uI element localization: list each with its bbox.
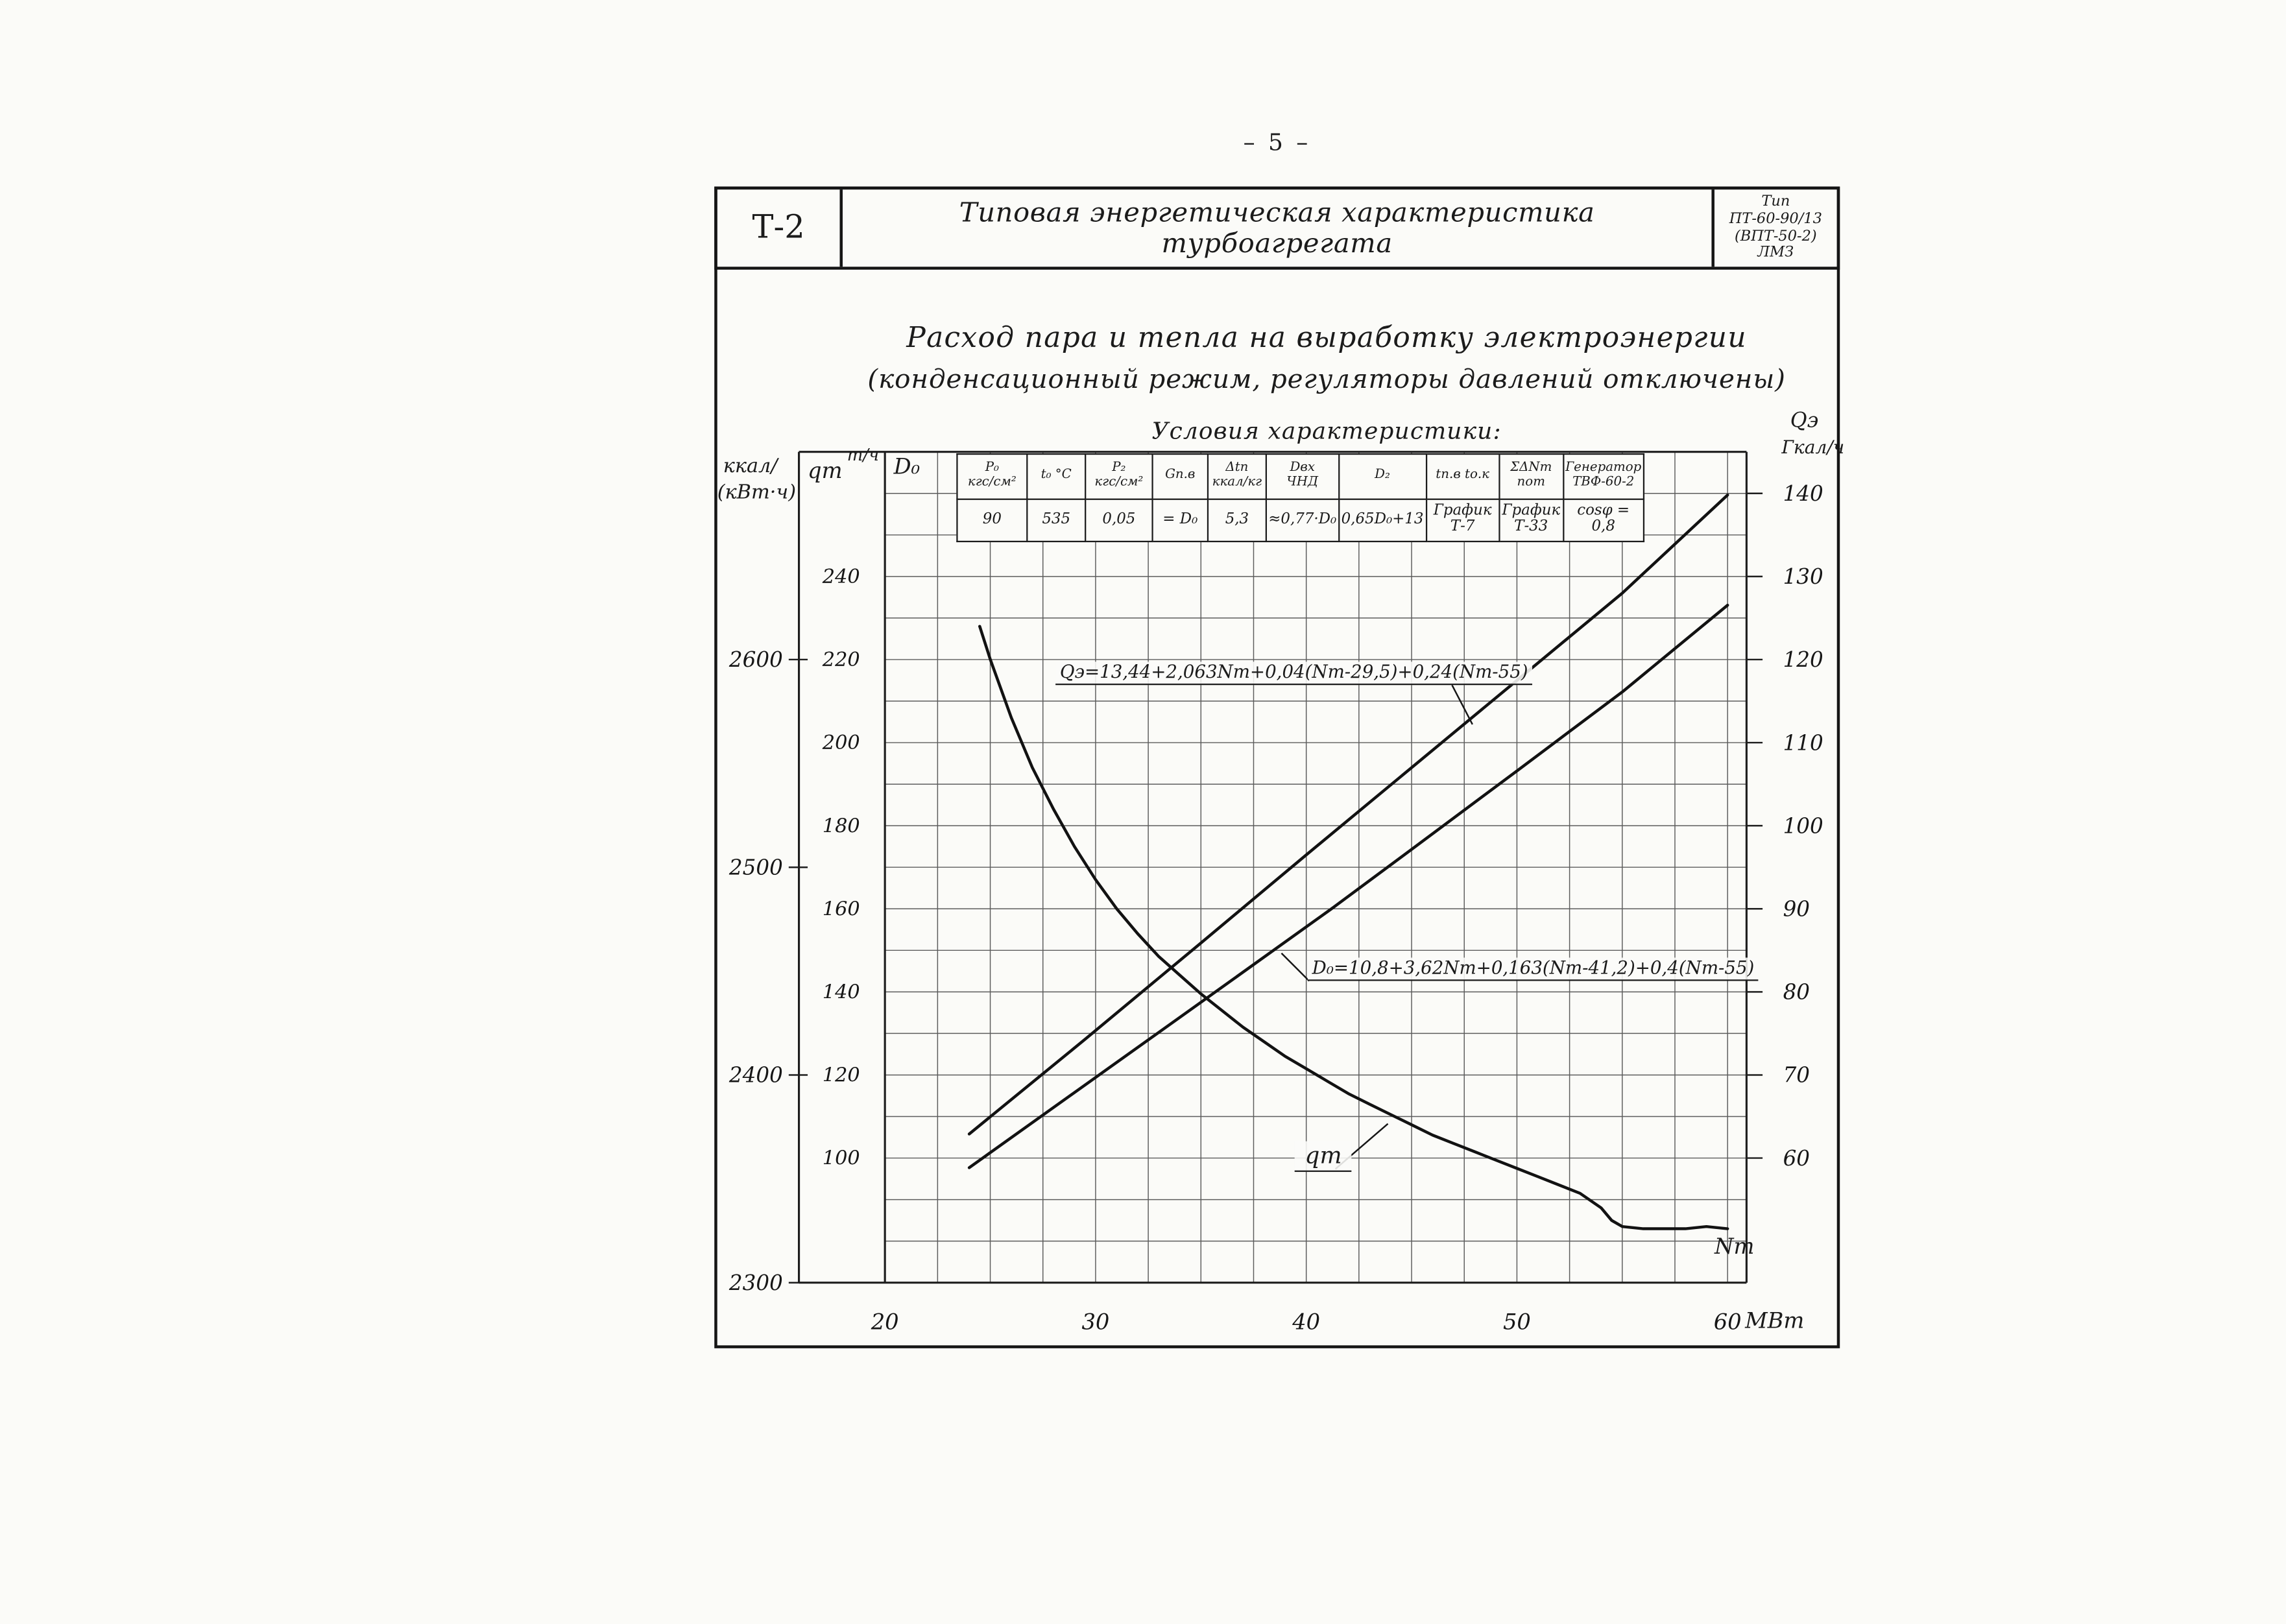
svg-text:110: 110 xyxy=(1783,730,1823,755)
svg-text:100: 100 xyxy=(823,1147,860,1170)
svg-text:20: 20 xyxy=(871,1309,899,1335)
cond-header: D₂ xyxy=(1338,453,1427,500)
svg-text:40: 40 xyxy=(1292,1309,1320,1335)
svg-text:50: 50 xyxy=(1503,1309,1531,1335)
svg-text:120: 120 xyxy=(1783,647,1823,672)
svg-text:180: 180 xyxy=(823,815,860,837)
title-block: Т-2 Типовая энергетическая характеристик… xyxy=(714,186,1840,270)
doc-title: Типовая энергетическая характеристика ту… xyxy=(959,197,1595,259)
svg-text:70: 70 xyxy=(1783,1063,1810,1088)
conditions-value-row: 90 535 0,05 = D₀ 5,3 ≈0,77·D₀ 0,65D₀+13 … xyxy=(956,498,1644,543)
page-number: – 5 – xyxy=(1243,128,1311,156)
cond-header: tп.в tо.к xyxy=(1425,453,1500,500)
svg-text:140: 140 xyxy=(823,981,860,1003)
subtitle-line-1: Расход пара и тепла на выработку электро… xyxy=(906,320,1747,355)
cond-header: P₀ кгс/см² xyxy=(956,453,1028,500)
type-line: ПТ-60-90/13 xyxy=(1729,211,1822,227)
cond-value: График Т-7 xyxy=(1425,498,1500,543)
svg-text:130: 130 xyxy=(1783,564,1823,589)
chart-subtitle: Расход пара и тепла на выработку электро… xyxy=(788,320,1866,395)
svg-text:80: 80 xyxy=(1783,980,1810,1005)
label-d0-equation: D₀=10,8+3,62Nт+0,163(Nт-41,2)+0,4(Nт-55) xyxy=(1307,957,1759,981)
axis-caption-nt: Nт xyxy=(1714,1233,1755,1260)
svg-text:2600: 2600 xyxy=(728,647,783,672)
subtitle-line-2: (конденсационный режим, регуляторы давле… xyxy=(867,364,1786,396)
svg-text:140: 140 xyxy=(1783,481,1823,506)
cond-value: 0,05 xyxy=(1085,498,1153,543)
leader-lines xyxy=(1281,684,1473,1170)
cond-header: Gп.в xyxy=(1151,453,1209,500)
cond-value: = D₀ xyxy=(1151,498,1209,543)
svg-text:240: 240 xyxy=(822,566,860,588)
cond-value: 0,65D₀+13 xyxy=(1338,498,1427,543)
cond-header: ΣΔNт пот xyxy=(1498,453,1564,500)
svg-text:60: 60 xyxy=(1714,1309,1742,1335)
svg-text:200: 200 xyxy=(822,732,860,754)
axis-caption-d0-column: D₀ xyxy=(893,453,920,480)
axis-tick-labels: 240 220 200 180 160 140 120 100 2600 2500 2400 2300… xyxy=(728,481,1823,1335)
curve-qт xyxy=(978,625,1729,1230)
conditions-table: P₀ кгс/см² t₀ °C P₂ кгс/см² Gп.в Δtп кка… xyxy=(956,453,1644,543)
axis-caption-heat-line2: (кВт·ч) xyxy=(717,481,797,505)
type-line: Тип xyxy=(1761,193,1790,210)
cond-value: 5,3 xyxy=(1207,498,1267,543)
cond-value: 535 xyxy=(1026,498,1087,543)
svg-text:100: 100 xyxy=(1783,813,1823,838)
conditions-header-row: P₀ кгс/см² t₀ °C P₂ кгс/см² Gп.в Δtп кка… xyxy=(956,453,1644,500)
cond-header: Dвх ЧНД xyxy=(1265,453,1340,500)
axis-caption-qt-unit: т/ч xyxy=(847,444,880,465)
svg-text:60: 60 xyxy=(1783,1146,1810,1171)
svg-text:30: 30 xyxy=(1081,1309,1109,1335)
cond-header: t₀ °C xyxy=(1026,453,1087,500)
type-line: (ВПТ-50-2) xyxy=(1734,228,1817,245)
axis-caption-qe-unit: Гкал/ч xyxy=(1781,435,1845,458)
axis-caption-qt: qт xyxy=(808,457,843,484)
cond-header: Δtп ккал/кг xyxy=(1207,453,1267,500)
doc-code: Т-2 xyxy=(717,189,843,267)
curve-D₀ xyxy=(967,603,1729,1169)
cond-header: Генератор ТВФ-60-2 xyxy=(1562,453,1644,500)
conditions-title: Условия характеристики: xyxy=(1151,416,1502,445)
svg-text:120: 120 xyxy=(823,1064,860,1087)
svg-text:160: 160 xyxy=(823,898,860,920)
axis-caption-mvt: МВт xyxy=(1745,1307,1805,1334)
label-qe-equation: Qэ=13,44+2,063Nт+0,04(Nт-29,5)+0,24(Nт-5… xyxy=(1055,662,1533,686)
svg-text:2400: 2400 xyxy=(728,1063,783,1088)
svg-text:90: 90 xyxy=(1783,896,1810,921)
cond-header: P₂ кгс/см² xyxy=(1085,453,1153,500)
axis-caption-heat-line1: ккал/ xyxy=(723,455,778,479)
cond-value: ≈0,77·D₀ xyxy=(1265,498,1340,543)
cond-value: 90 xyxy=(956,498,1028,543)
cond-value: cosφ = 0,8 xyxy=(1562,498,1644,543)
svg-text:2500: 2500 xyxy=(728,855,783,879)
label-qt-curve: qт xyxy=(1294,1141,1353,1172)
turbine-type-block: Тип ПТ-60-90/13 (ВПТ-50-2) ЛМЗ xyxy=(1711,189,1836,267)
cond-value: График Т-33 xyxy=(1498,498,1564,543)
type-line: ЛМЗ xyxy=(1757,245,1794,261)
curve-Qэ xyxy=(967,493,1729,1136)
axis-caption-qe: Qэ xyxy=(1790,409,1819,433)
svg-text:2300: 2300 xyxy=(728,1271,783,1295)
svg-text:220: 220 xyxy=(822,649,860,671)
